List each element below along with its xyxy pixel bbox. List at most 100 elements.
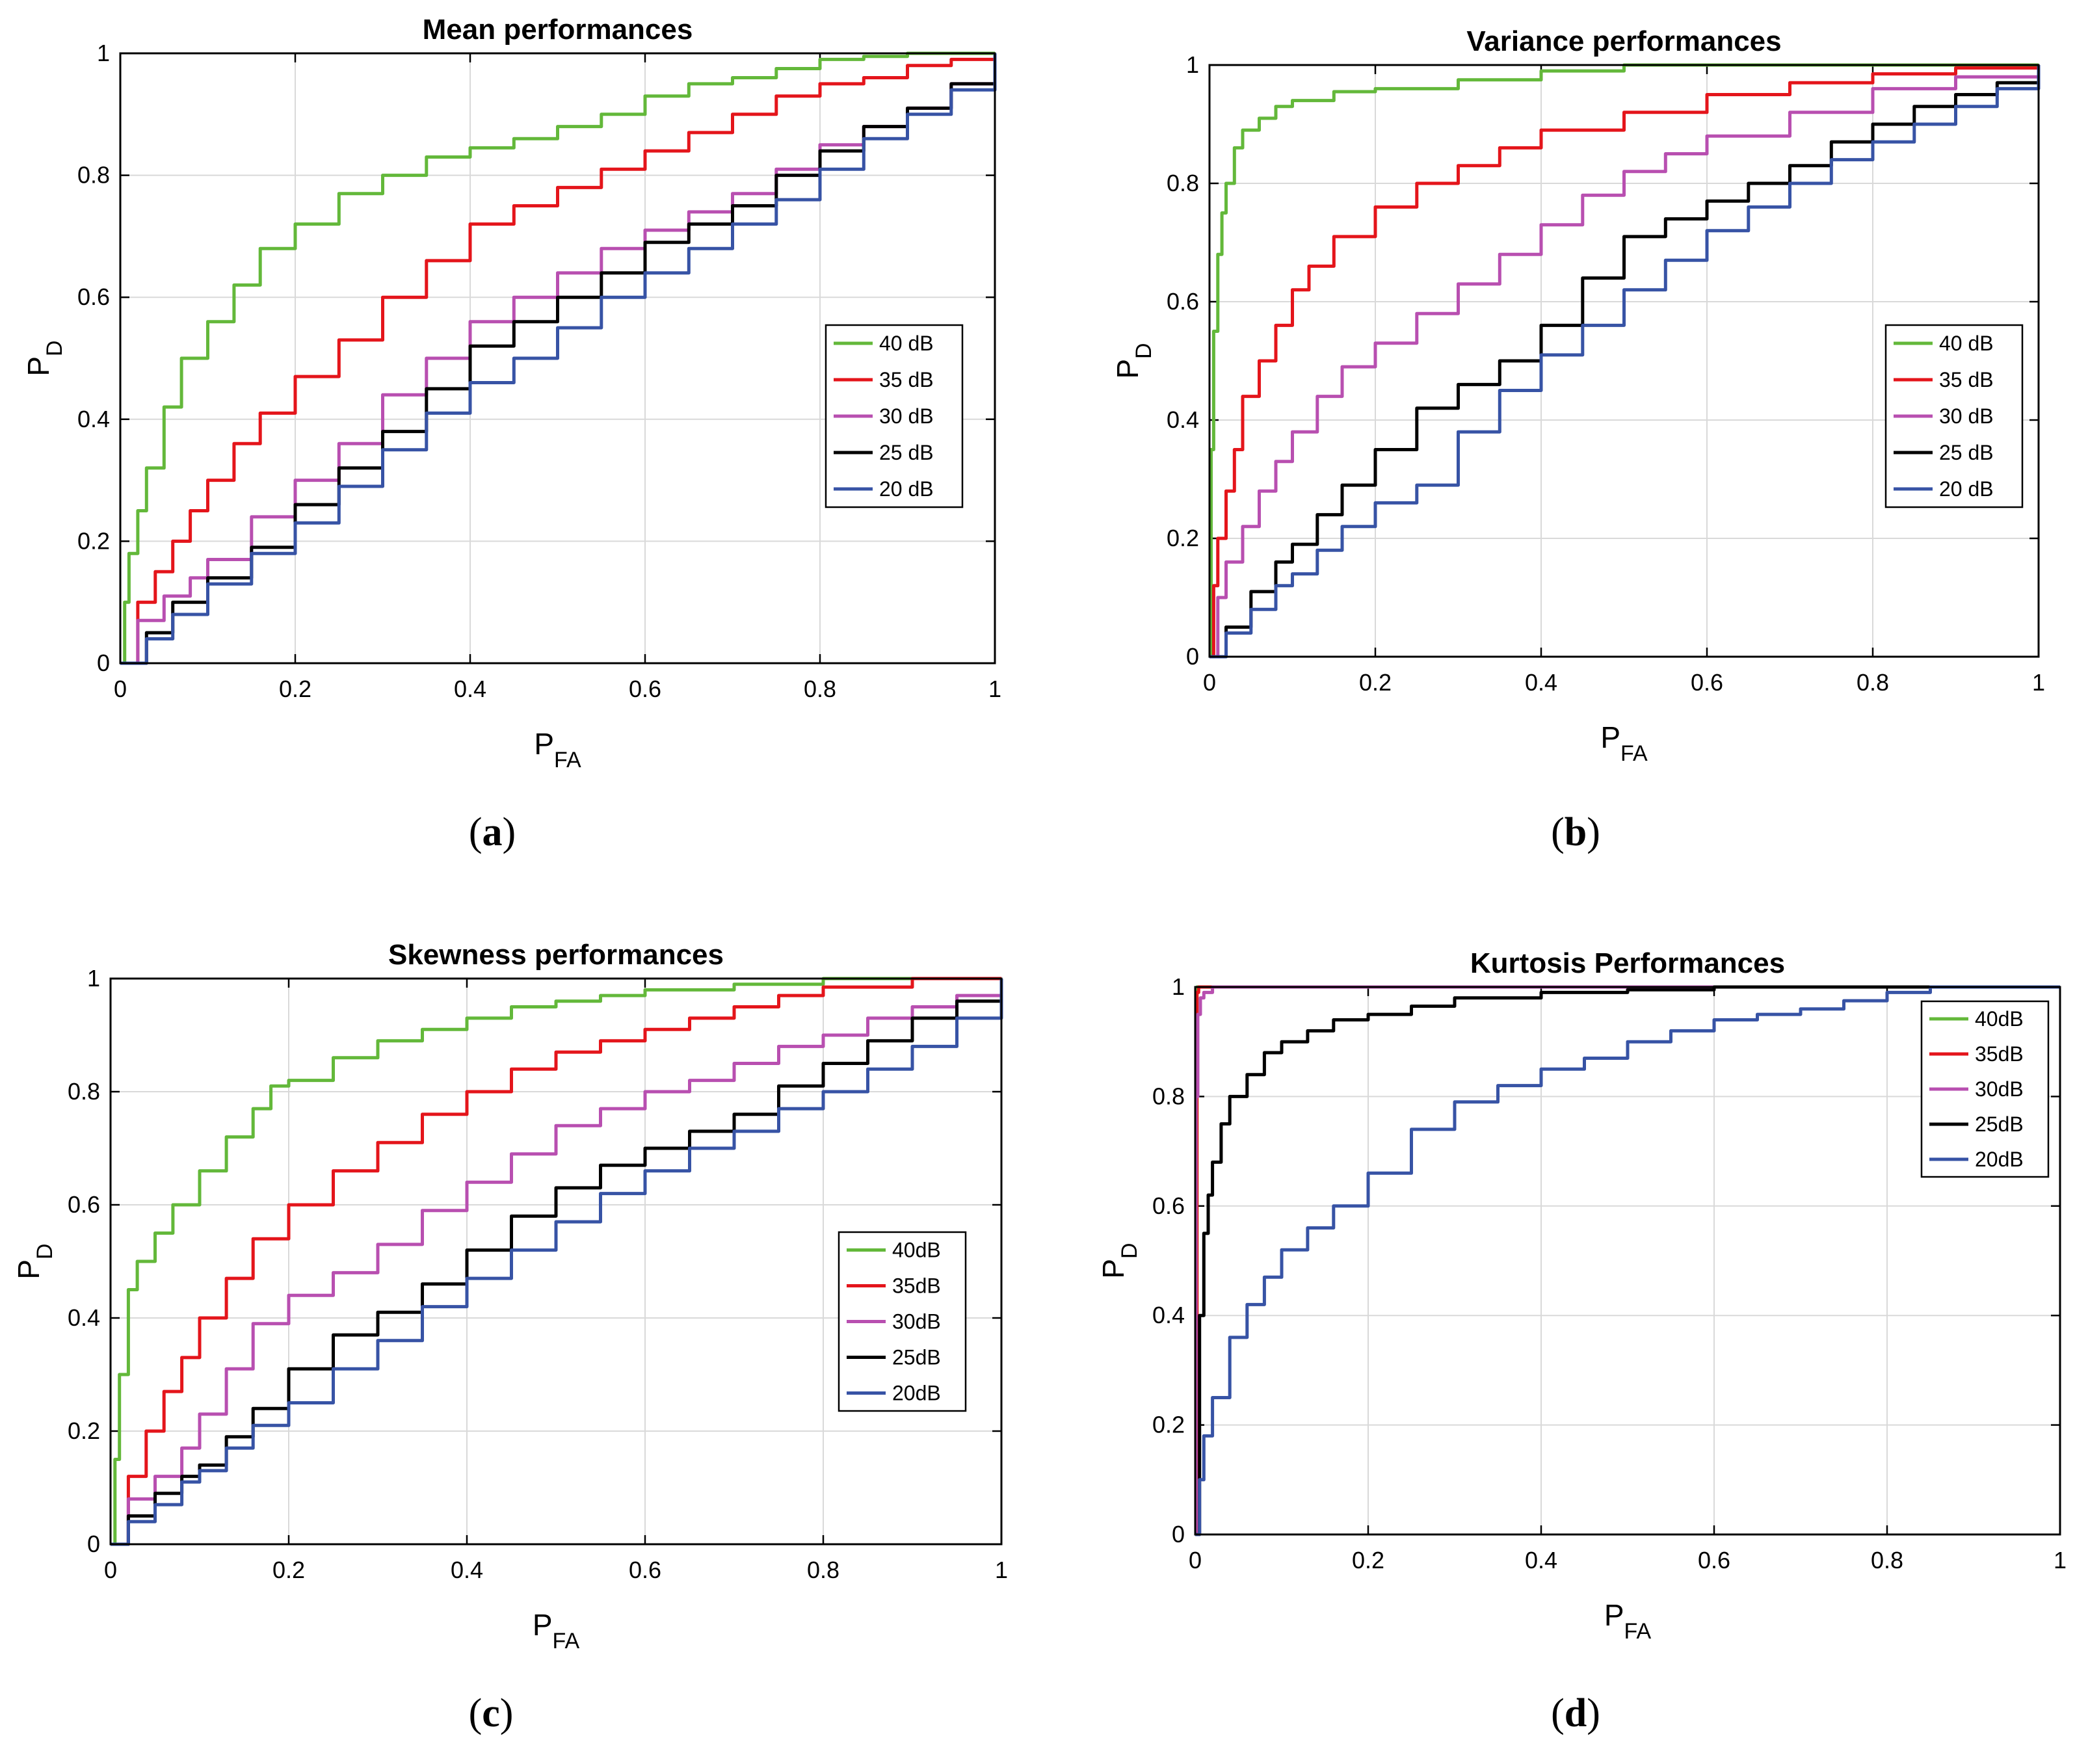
legend-label: 35dB	[1975, 1042, 2024, 1066]
chart-panel-d: 0 0.2 0.4 0.6 0.8 1 0 0.2 0.4 0.6 0.8 1 Kurtosis Per…	[1096, 947, 2067, 1735]
legend-label: 25 dB	[1939, 441, 1994, 464]
chart-title: Kurtosis Performances	[1470, 947, 1785, 979]
legend: 40 dB 35 dB 30 dB 25 dB 20 dB	[1884, 324, 2024, 508]
y-tick-label: 0.4	[1167, 406, 1199, 433]
legend-label: 20dB	[1975, 1148, 2024, 1171]
series-line-20db	[111, 979, 1003, 1546]
plot-frame	[119, 52, 996, 665]
x-tick-label: 0.4	[1525, 1547, 1557, 1573]
y-tick-label: 0.6	[1152, 1192, 1185, 1219]
legend-label: 30dB	[1975, 1077, 2024, 1101]
legend-label: 25dB	[1975, 1112, 2024, 1136]
x-tick-label: 0	[1203, 669, 1216, 696]
x-axis-label: PFA	[1604, 1598, 1652, 1644]
x-axis-label: PFA	[534, 727, 581, 772]
legend-label: 20 dB	[1939, 477, 1994, 501]
y-tick-label: 0.4	[1152, 1302, 1185, 1328]
legend-label: 30 dB	[879, 404, 934, 428]
y-tick-label: 0.2	[1167, 525, 1199, 551]
plot-frame	[1208, 64, 2040, 658]
y-tick-label: 0.6	[1167, 288, 1199, 315]
x-tick-label: 0.6	[629, 676, 661, 702]
x-tick-label: 0.2	[272, 1557, 305, 1583]
y-axis-label: PD	[1096, 1243, 1142, 1278]
x-tick-label: 0.2	[1352, 1547, 1384, 1573]
legend-label: 20 dB	[879, 477, 934, 501]
x-tick-label: 0.8	[804, 676, 836, 702]
x-tick-label: 0.2	[1359, 669, 1392, 696]
x-tick-label: 0	[1189, 1547, 1202, 1573]
legend-label: 20dB	[892, 1382, 941, 1405]
y-tick-label: 1	[1186, 51, 1199, 78]
legend-label: 35dB	[892, 1274, 941, 1298]
y-tick-label: 0.8	[77, 162, 110, 189]
x-tick-label: 1	[2054, 1547, 2067, 1573]
legend-label: 40dB	[892, 1239, 941, 1262]
x-tick-label: 0.6	[629, 1557, 661, 1583]
y-tick-label: 0.4	[68, 1304, 100, 1331]
y-tick-label: 0.8	[1152, 1083, 1185, 1109]
chart-panel-c: 0 0.2 0.4 0.6 0.8 1 0 0.2 0.4 0.6 0.8 1 Skewness per…	[12, 939, 1008, 1735]
series-line-40db	[120, 51, 995, 665]
y-axis-label: PD	[12, 1243, 57, 1279]
y-axis-label: PD	[21, 340, 67, 376]
series-line-25db	[1195, 985, 2060, 1536]
legend-label: 40 dB	[879, 332, 934, 355]
chart-title: Skewness performances	[388, 939, 724, 971]
plot-frame	[109, 977, 1003, 1546]
chart-title: Variance performances	[1466, 25, 1781, 57]
y-tick-label: 1	[1172, 973, 1185, 1000]
y-tick-label: 1	[87, 965, 100, 992]
series-line-40db	[111, 977, 1001, 1546]
y-tick-label: 0.2	[68, 1417, 100, 1444]
legend-label: 40 dB	[1939, 332, 1994, 355]
x-tick-label: 0	[114, 676, 127, 702]
series-line-35db	[1209, 65, 2041, 659]
series-line-20db	[1209, 65, 2041, 659]
panel-caption: (d)	[1551, 1691, 1600, 1735]
chart-panel-a: 0 0.2 0.4 0.6 0.8 1 0 0.2 0.4 0.6 0.8 1 Mean perform…	[21, 14, 1001, 854]
x-tick-label: 0.4	[454, 676, 486, 702]
legend-label: 25 dB	[879, 441, 934, 464]
legend-label: 30dB	[892, 1310, 941, 1334]
series-line-35db	[120, 53, 997, 665]
x-tick-label: 0.6	[1691, 669, 1723, 696]
y-tick-label: 0.2	[1152, 1412, 1185, 1438]
plot-frame	[1194, 986, 2061, 1536]
x-tick-label: 0.8	[1871, 1547, 1903, 1573]
y-tick-label: 0.6	[77, 283, 110, 310]
series-line-20db	[1195, 985, 2060, 1536]
x-tick-label: 0.4	[1525, 669, 1557, 696]
panel-caption: (c)	[469, 1691, 514, 1735]
chart-panel-b: 0 0.2 0.4 0.6 0.8 1 0 0.2 0.4 0.6 0.8 1 Variance per…	[1111, 25, 2045, 854]
legend: 40dB 35dB 30dB 25dB 20dB	[1920, 1000, 2050, 1178]
legend-label: 35 dB	[879, 368, 934, 391]
y-tick-label: 0	[1186, 643, 1199, 670]
y-tick-label: 0.8	[1167, 170, 1199, 196]
x-tick-label: 1	[995, 1557, 1008, 1583]
x-tick-label: 0.2	[279, 676, 311, 702]
x-tick-label: 0.8	[807, 1557, 839, 1583]
y-tick-label: 0	[97, 650, 110, 676]
y-axis-label: PD	[1111, 343, 1156, 378]
y-tick-label: 0.6	[68, 1191, 100, 1218]
y-tick-label: 1	[97, 40, 110, 66]
y-tick-label: 0.2	[77, 527, 110, 554]
y-tick-label: 0	[87, 1531, 100, 1557]
x-axis-label: PFA	[533, 1608, 580, 1653]
plot-area	[1195, 987, 2060, 1534]
series-line-20db	[120, 53, 997, 665]
x-tick-label: 1	[988, 676, 1001, 702]
chart-title: Mean performances	[423, 14, 693, 46]
y-tick-label: 0.8	[68, 1078, 100, 1105]
series-line-30db	[1209, 65, 2041, 659]
legend-label: 35 dB	[1939, 368, 1994, 391]
series-line-40db	[1209, 63, 2039, 659]
legend-label: 30 dB	[1939, 404, 1994, 428]
x-tick-label: 0.4	[451, 1557, 483, 1583]
y-tick-label: 0	[1172, 1521, 1185, 1547]
y-tick-label: 0.4	[77, 406, 110, 432]
legend-label: 40dB	[1975, 1007, 2024, 1031]
x-tick-label: 0	[104, 1557, 117, 1583]
